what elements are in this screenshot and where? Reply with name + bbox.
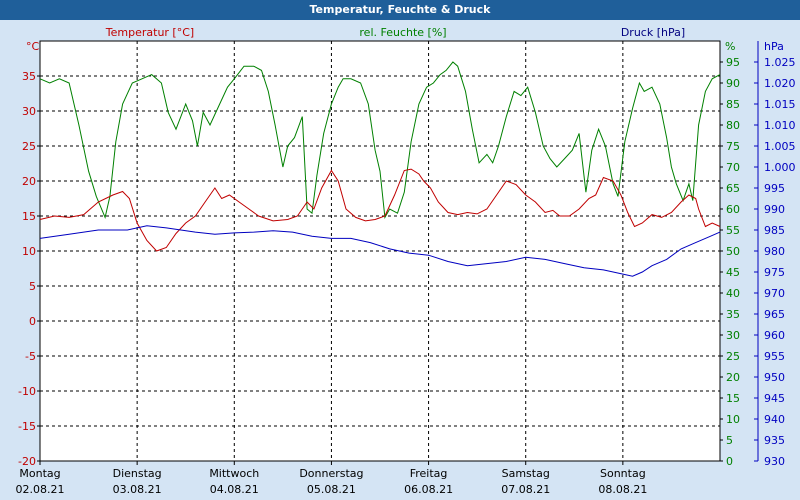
humidity-tick-label: 55	[726, 224, 740, 237]
grid	[40, 41, 720, 461]
pressure-tick-label: 980	[764, 245, 785, 258]
temp-axis-title: Temperatur [°C]	[105, 26, 194, 39]
pressure-tick-label: 1.005	[764, 140, 796, 153]
humidity-line	[39, 61, 721, 220]
pressure-tick-label: 960	[764, 329, 785, 342]
day-label: Mittwoch	[209, 467, 259, 480]
humidity-axis: 0 5 10 15 20 25 30 35 40 45 50 55 60 65 70 75 80 85 90 95	[720, 56, 740, 468]
temp-unit-label: °C	[26, 40, 40, 53]
pressure-tick-label: 935	[764, 434, 785, 447]
date-label: 08.08.21	[598, 483, 647, 496]
temp-tick-label: -10	[18, 385, 36, 398]
humidity-tick-label: 85	[726, 98, 740, 111]
pressure-tick-label: 965	[764, 308, 785, 321]
date-label: 02.08.21	[16, 483, 65, 496]
humidity-axis-title: rel. Feuchte [%]	[359, 26, 446, 39]
humidity-unit-label: %	[725, 40, 735, 53]
temp-tick-label: -5	[25, 350, 36, 363]
humidity-tick-label: 45	[726, 266, 740, 279]
temp-tick-label: 30	[22, 105, 36, 118]
day-label: Sonntag	[600, 467, 646, 480]
pressure-tick-label: 1.025	[764, 56, 796, 69]
temp-tick-label: 15	[22, 210, 36, 223]
day-label: Donnerstag	[299, 467, 363, 480]
pressure-tick-label: 950	[764, 371, 785, 384]
pressure-tick-label: 930	[764, 455, 785, 468]
date-label: 07.08.21	[501, 483, 550, 496]
pressure-tick-label: 955	[764, 350, 785, 363]
day-label: Samstag	[502, 467, 550, 480]
chart: -20 -15 -10 -5 0 5 10 15 20 25 30 35 0 5 10 15 20 25 30 35…	[16, 26, 796, 496]
pressure-line	[39, 225, 721, 277]
humidity-tick-label: 20	[726, 371, 740, 384]
x-axis: Montag 02.08.21 Dienstag 03.08.21 Mittwoch 04…	[16, 461, 647, 496]
pressure-tick-label: 945	[764, 392, 785, 405]
humidity-tick-label: 10	[726, 413, 740, 426]
humidity-tick-label: 75	[726, 140, 740, 153]
humidity-tick-label: 5	[726, 434, 733, 447]
humidity-tick-label: 30	[726, 329, 740, 342]
temperature-axis: -20 -15 -10 -5 0 5 10 15 20 25 30 35	[18, 70, 40, 468]
date-label: 05.08.21	[307, 483, 356, 496]
temp-tick-label: 25	[22, 140, 36, 153]
humidity-tick-label: 0	[726, 455, 733, 468]
window-title: Temperatur, Feuchte & Druck	[0, 0, 800, 20]
humidity-tick-label: 50	[726, 245, 740, 258]
humidity-tick-label: 70	[726, 161, 740, 174]
temp-tick-label: 5	[29, 280, 36, 293]
humidity-tick-label: 65	[726, 182, 740, 195]
pressure-tick-label: 1.000	[764, 161, 796, 174]
pressure-tick-label: 975	[764, 266, 785, 279]
temp-tick-label: 35	[22, 70, 36, 83]
pressure-tick-label: 985	[764, 224, 785, 237]
temp-tick-label: 20	[22, 175, 36, 188]
pressure-tick-label: 940	[764, 413, 785, 426]
humidity-tick-label: 95	[726, 56, 740, 69]
pressure-tick-label: 1.020	[764, 77, 796, 90]
pressure-tick-label: 1.010	[764, 119, 796, 132]
pressure-tick-label: 995	[764, 182, 785, 195]
pressure-tick-label: 1.015	[764, 98, 796, 111]
pressure-tick-label: 990	[764, 203, 785, 216]
day-label: Dienstag	[113, 467, 162, 480]
date-label: 04.08.21	[210, 483, 259, 496]
humidity-tick-label: 80	[726, 119, 740, 132]
day-label: Freitag	[410, 467, 448, 480]
date-label: 03.08.21	[113, 483, 162, 496]
pressure-unit-label: hPa	[764, 40, 784, 53]
series-layer	[39, 61, 721, 277]
humidity-tick-label: 35	[726, 308, 740, 321]
pressure-axis: 930 935 940 945 950 955 960 965 970 975 980 985 990 9…	[754, 41, 796, 468]
humidity-tick-label: 25	[726, 350, 740, 363]
humidity-tick-label: 15	[726, 392, 740, 405]
temp-tick-label: -20	[18, 455, 36, 468]
temp-tick-label: -15	[18, 420, 36, 433]
humidity-tick-label: 90	[726, 77, 740, 90]
humidity-tick-label: 40	[726, 287, 740, 300]
humidity-tick-label: 60	[726, 203, 740, 216]
temp-tick-label: 10	[22, 245, 36, 258]
pressure-tick-label: 970	[764, 287, 785, 300]
date-label: 06.08.21	[404, 483, 453, 496]
pressure-axis-title: Druck [hPa]	[621, 26, 685, 39]
temp-tick-label: 0	[29, 315, 36, 328]
day-label: Montag	[19, 467, 60, 480]
